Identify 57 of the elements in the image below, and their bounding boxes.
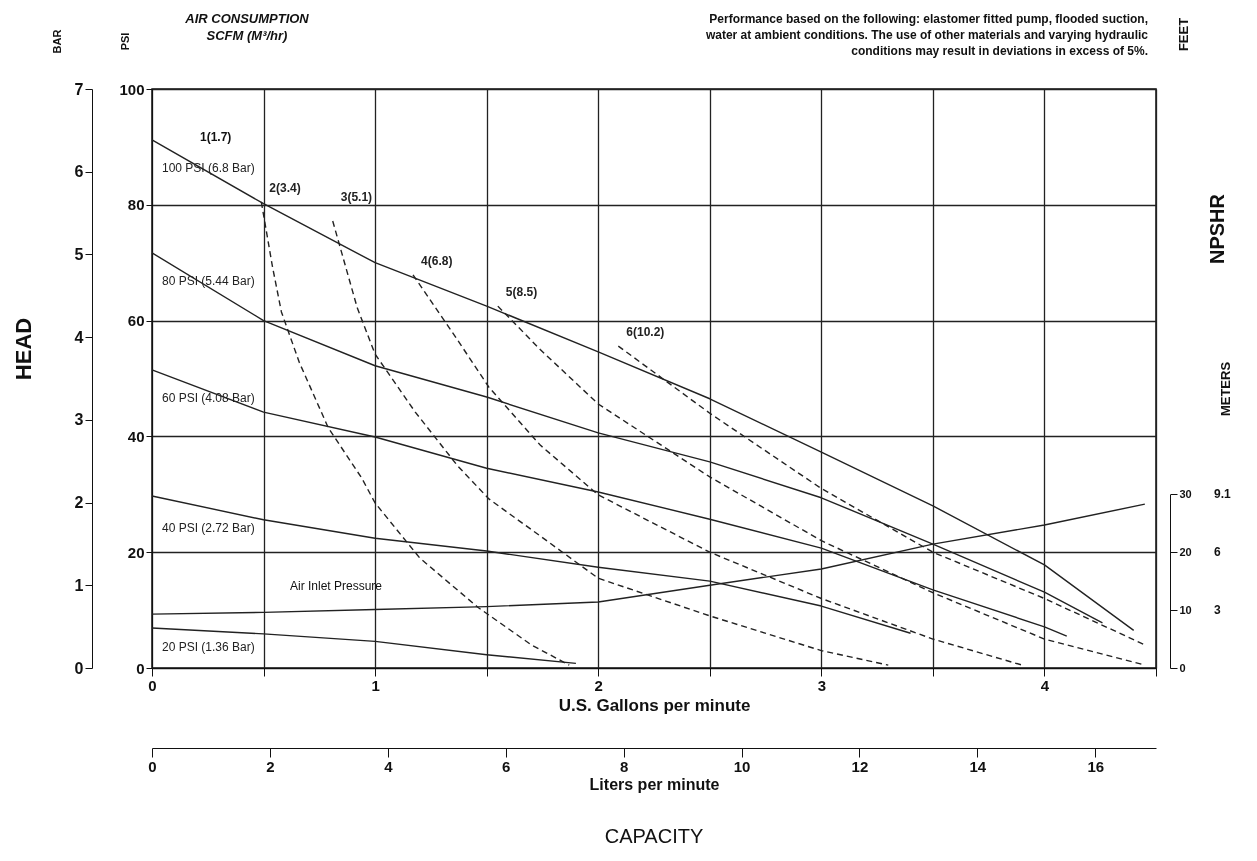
y2-tick-label: 1 [74,576,84,594]
x-tick-label: 0 [148,676,157,694]
series-label: 60 PSI (4.08 Bar) [162,390,255,405]
text: 6 [1214,545,1221,560]
y2-axis-title: BAR [50,29,63,54]
x2-tick-label: 10 [733,757,751,775]
y2-tick-label: 3 [74,411,84,429]
y3-tick-label: 30 [1179,487,1192,500]
y3-tick-label: 20 [1179,545,1192,558]
text: NPSHR [1206,193,1228,265]
x2-tick-label: 16 [1087,757,1105,775]
series-label: 4(6.8) [421,253,453,268]
x-tick-label: 2 [594,676,603,694]
y-tick-label: 100 [119,80,145,98]
y-tick-label: 20 [127,543,145,561]
x2-axis-title: Liters per minute [589,775,720,793]
x-axis-title: U.S. Gallons per minute [558,695,751,715]
x2-tick-label: 4 [384,757,394,775]
series-label: 100 PSI (6.8 Bar) [162,160,255,175]
x-tick-label: 3 [817,676,827,694]
series-label: 5(8.5) [505,285,538,300]
series-label: 6(10.2) [626,325,665,340]
x2-tick-label: 0 [148,757,157,775]
y-tick-label: 40 [127,427,145,445]
y-tick-label: 0 [136,659,145,677]
y3-tick-label: 0 [1179,661,1186,674]
y-tick-label: 80 [127,196,145,214]
text: 9.1 [1214,487,1232,502]
series-label: 80 PSI (5.44 Bar) [162,273,255,288]
x2-tick-label: 14 [969,757,987,775]
y-tick-label: 60 [127,312,145,330]
y3-axis-title: FEET [1175,17,1191,52]
x2-tick-label: 6 [502,757,511,775]
text: METERS [1218,361,1233,417]
x2-tick-label: 2 [266,757,275,775]
series-label: 2(3.4) [269,180,301,195]
series-label: 20 PSI (1.36 Bar) [162,640,255,655]
y-axis-title: PSI [118,32,131,51]
y2-tick-label: 2 [74,494,84,512]
text: HEAD [11,317,36,381]
x2-tick-label: 12 [851,757,869,775]
text: 3 [1214,603,1221,618]
x-tick-label: 4 [1040,676,1050,694]
y2-tick-label: 5 [74,245,84,263]
y2-tick-label: 0 [74,659,84,677]
text: CAPACITY [604,825,704,847]
y2-tick-label: 4 [74,328,84,346]
y2-tick-label: 6 [74,163,84,181]
series-label: 40 PSI (2.72 Bar) [162,521,255,536]
annotation: 1(1.7) [200,130,232,144]
text: Performance based on the following: elastomer fitted pump, flooded suction, water at ambient conditions. The use of other materials and varying hydraulic conditions may result in deviations in excess of 5%. [704,12,1149,58]
x2-tick-label: 8 [619,757,629,775]
series-label: 3(5.1) [340,190,373,205]
y3-tick-label: 10 [1179,603,1192,616]
text: AIR CONSUMPTION SCFM (M³/hr) [184,11,310,43]
y2-tick-label: 7 [74,80,84,98]
x-tick-label: 1 [371,676,380,694]
